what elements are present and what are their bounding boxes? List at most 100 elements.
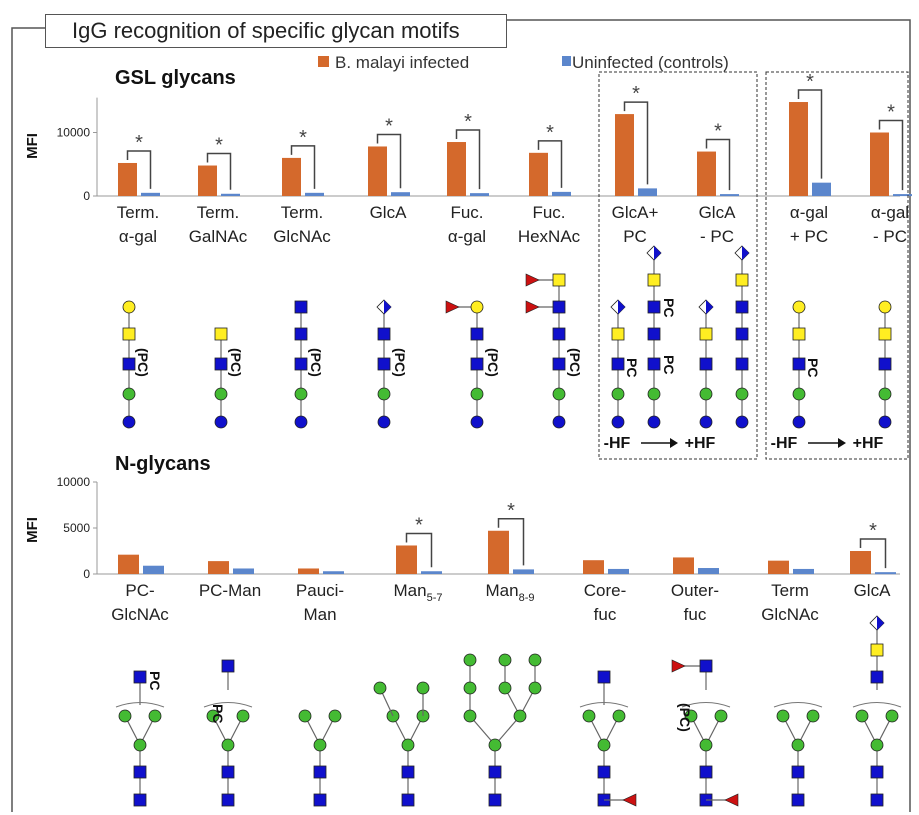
bar-infected <box>850 551 871 574</box>
bar-infected <box>768 560 789 574</box>
significance-star: * <box>869 520 877 542</box>
bar-infected <box>282 157 301 196</box>
fucose-triangle-icon <box>622 793 637 807</box>
x-tick-label: Term. <box>281 203 324 222</box>
bar-infected <box>789 102 808 196</box>
mannose-circle-icon <box>294 387 308 401</box>
x-tick-label: - PC <box>873 227 907 246</box>
pc-label: (PC) <box>567 348 583 377</box>
pc-label: PC <box>805 358 821 377</box>
glcnac-square-icon <box>597 765 611 779</box>
bar-infected <box>208 561 229 574</box>
mannose-circle-icon <box>885 709 899 723</box>
bar-uninfected <box>323 571 344 574</box>
mannose-circle-icon <box>791 738 805 752</box>
galactose-square-icon <box>552 273 566 287</box>
mannose-circle-icon <box>714 709 728 723</box>
glcnac-square-icon <box>792 357 806 371</box>
glucose-circle-icon <box>647 415 661 429</box>
glucose-circle-icon <box>470 415 484 429</box>
significance-star: * <box>714 121 722 143</box>
glca-diamond-half-icon <box>654 246 661 260</box>
bar-uninfected <box>233 568 254 574</box>
glcnac-square-icon <box>488 793 502 807</box>
glucose-circle-icon <box>294 415 308 429</box>
glcnac-square-icon <box>133 765 147 779</box>
antenna-brace <box>681 702 731 708</box>
bar-uninfected <box>552 191 571 196</box>
bar-uninfected <box>793 568 814 574</box>
mannose-circle-icon <box>313 738 327 752</box>
y-tick-label: 0 <box>83 189 90 203</box>
mannose-circle-icon <box>463 709 477 723</box>
mannose-circle-icon <box>855 709 869 723</box>
x-tick-subscript: 5-7 <box>427 592 443 604</box>
glucose-circle-icon <box>552 415 566 429</box>
glucose-circle-icon <box>699 415 713 429</box>
pc-label: (PC) <box>135 348 151 377</box>
x-tick-label: - PC <box>700 227 734 246</box>
pc-label: (PC) <box>677 703 693 732</box>
bar-uninfected <box>513 569 534 574</box>
y-tick-label: 10000 <box>57 126 91 140</box>
pc-label: PC <box>661 355 677 374</box>
bar-infected <box>298 568 319 574</box>
x-tick-label: GlcNAc <box>761 605 819 624</box>
legend-label-uninfected: Uninfected (controls) <box>572 53 729 72</box>
pc-label: (PC) <box>485 348 501 377</box>
glcnac-square-icon <box>401 793 415 807</box>
galactose-square-icon <box>735 273 749 287</box>
mannose-circle-icon <box>298 709 312 723</box>
significance-bracket <box>623 101 649 185</box>
glcnac-square-icon <box>377 357 391 371</box>
antenna-brace <box>203 702 253 708</box>
x-tick-label: Man <box>303 605 336 624</box>
gsl-glycan-structures: (PC) (PC) (PC) (PC) (PC) (PC) PC PC PC PC <box>122 245 892 429</box>
significance-bracket <box>878 119 904 191</box>
mannose-circle-icon <box>597 738 611 752</box>
y-tick-label: 10000 <box>57 475 91 489</box>
glcnac-square-icon <box>133 670 147 684</box>
fucose-triangle-icon <box>671 659 686 673</box>
glcnac-square-icon <box>377 327 391 341</box>
bar-uninfected <box>470 193 489 196</box>
x-tick-label: GlcNAc <box>273 227 331 246</box>
significance-star: * <box>299 127 307 149</box>
significance-bracket <box>376 133 402 189</box>
x-tick-label: PC <box>623 227 647 246</box>
glcnac-square-icon <box>791 793 805 807</box>
glucose-circle-icon <box>878 415 892 429</box>
glcnac-square-icon <box>552 300 566 314</box>
x-tick-label: Pauci- <box>296 581 344 600</box>
glcnac-square-icon <box>552 327 566 341</box>
significance-star: * <box>464 111 472 133</box>
mannose-circle-icon <box>792 387 806 401</box>
mannose-circle-icon <box>582 709 596 723</box>
significance-star: * <box>415 514 423 536</box>
significance-star: * <box>887 102 895 124</box>
x-tick-label: + PC <box>790 227 828 246</box>
x-tick-label: α-gal <box>871 203 909 222</box>
x-tick-label: Core- <box>584 581 627 600</box>
fucose-triangle-icon <box>724 793 739 807</box>
bar-infected <box>583 560 604 574</box>
x-tick-label: α-gal <box>790 203 828 222</box>
x-tick-label: Fuc. <box>532 203 565 222</box>
bar-uninfected <box>893 194 912 197</box>
y-tick-label: 5000 <box>63 521 90 535</box>
mannose-circle-icon <box>463 653 477 667</box>
x-tick-label: Man8-9 <box>486 581 535 604</box>
mannose-circle-icon <box>328 709 342 723</box>
significance-star: * <box>215 135 223 157</box>
gsl-chart: GSL glycans MFI 0 10000 * Term. α-gal * Term. Gal… <box>24 53 912 460</box>
mannose-circle-icon <box>373 681 387 695</box>
mannose-circle-icon <box>612 709 626 723</box>
x-tick-label: fuc <box>594 605 617 624</box>
glcnac-square-icon <box>313 765 327 779</box>
significance-bracket <box>797 89 823 179</box>
glcnac-square-icon <box>470 327 484 341</box>
bar-uninfected <box>638 188 657 196</box>
mannose-circle-icon <box>133 738 147 752</box>
glcnac-square-icon <box>699 659 713 673</box>
glcnac-square-icon <box>735 357 749 371</box>
